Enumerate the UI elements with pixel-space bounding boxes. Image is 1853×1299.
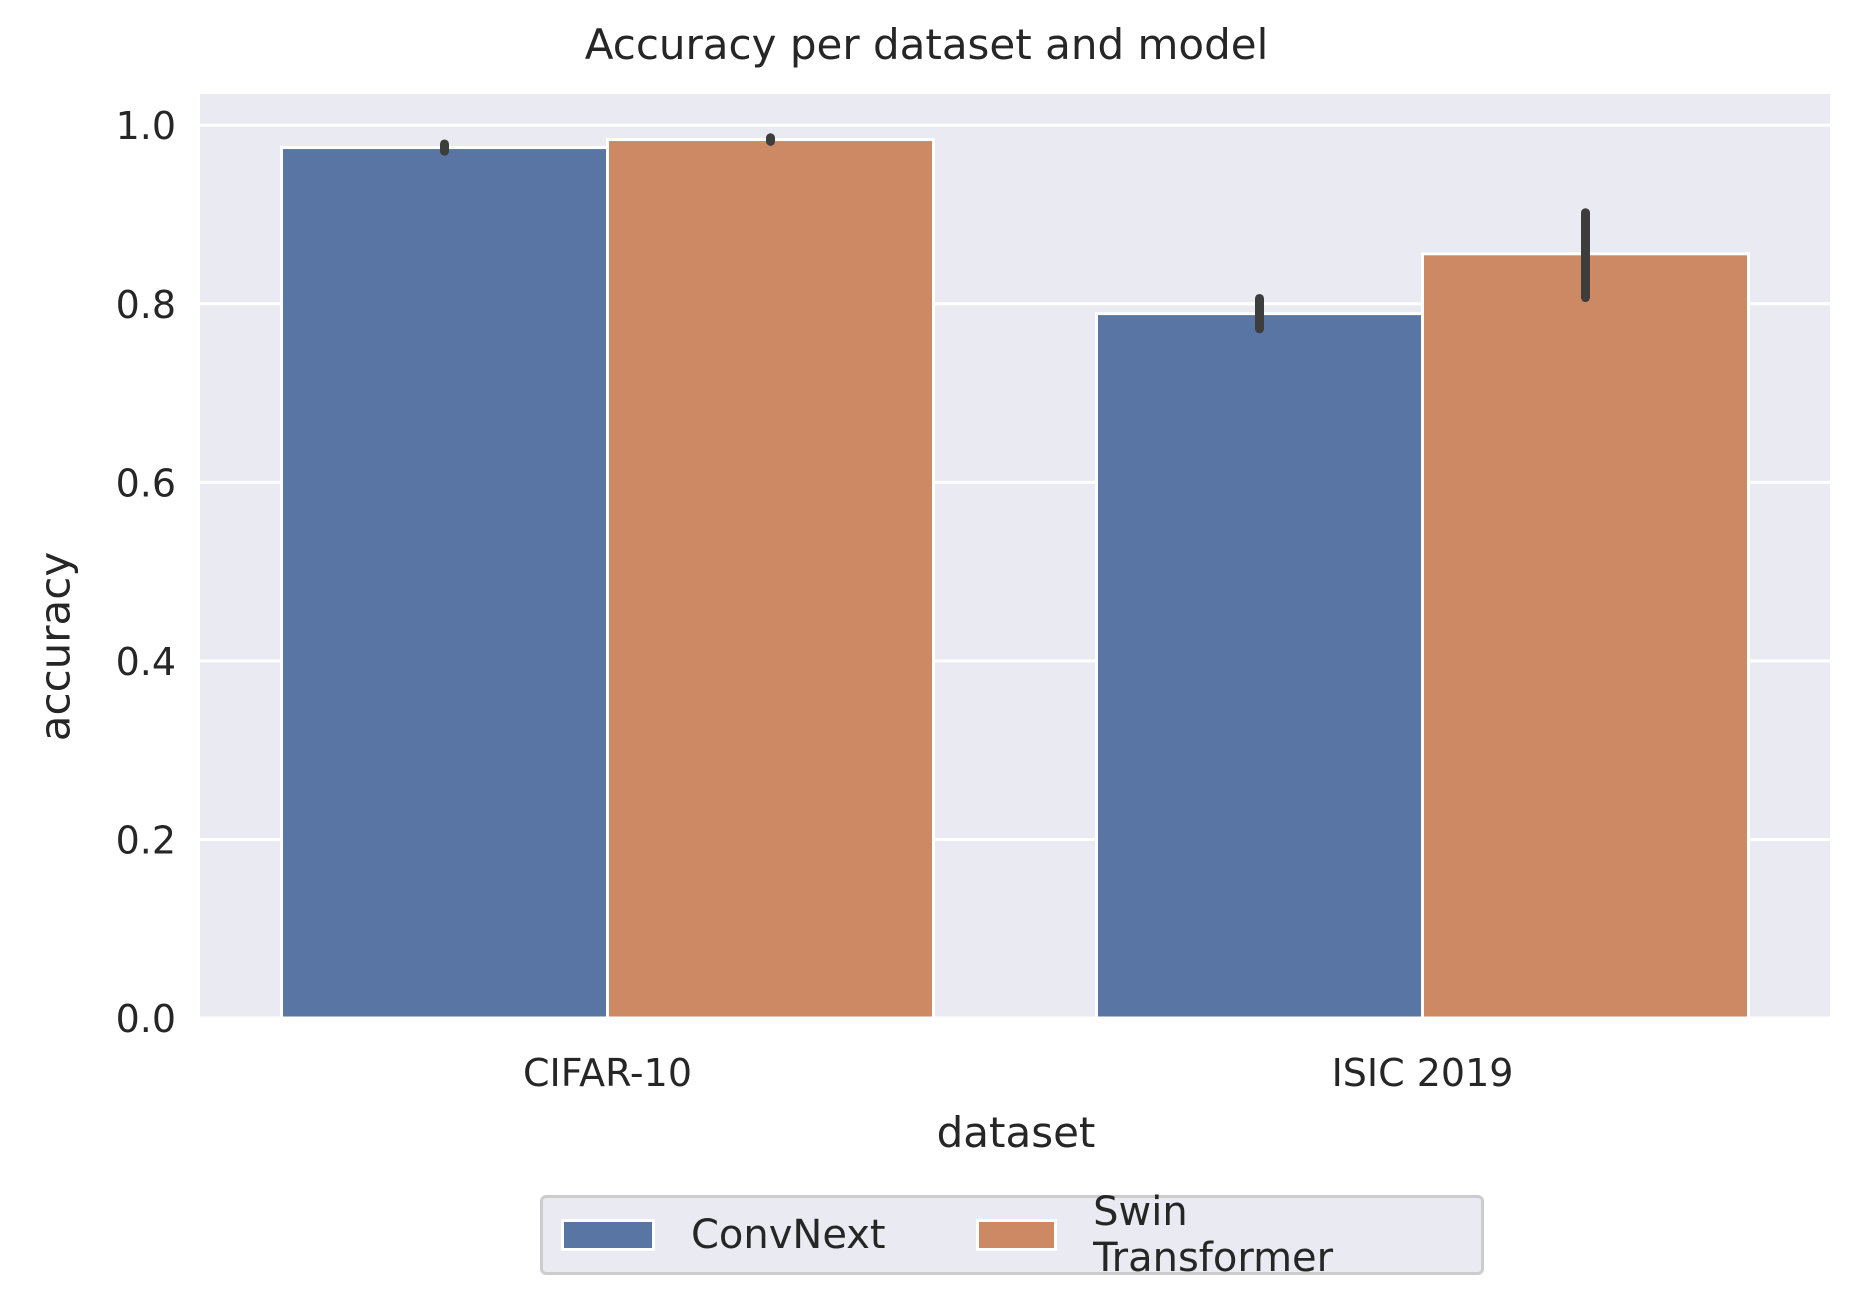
y-tick-label: 0.2 xyxy=(116,818,176,862)
x-tick-label: CIFAR-10 xyxy=(523,1051,692,1095)
legend-label-swin-transformer: Swin Transformer xyxy=(1093,1189,1334,1281)
chart-title: Accuracy per dataset and model xyxy=(584,20,1269,69)
legend-swatch-swin-transformer xyxy=(975,1219,1058,1251)
y-tick-label: 0.6 xyxy=(116,461,176,505)
legend-item-swin-transformer: Swin Transformer xyxy=(975,1189,1391,1281)
legend-swatch-convnext xyxy=(561,1219,655,1251)
bar xyxy=(606,138,935,1020)
y-tick-labels: 0.0 0.2 0.4 0.6 0.8 1.0 xyxy=(116,104,176,1041)
error-bars xyxy=(440,133,1590,334)
y-tick-label: 0.8 xyxy=(116,283,176,327)
x-axis-title: dataset xyxy=(936,1108,1096,1157)
legend-label-convnext: ConvNext xyxy=(691,1212,886,1258)
x-tick-label: ISIC 2019 xyxy=(1332,1051,1514,1095)
legend: ConvNext Swin Transformer xyxy=(540,1189,1484,1281)
y-tick-label: 1.0 xyxy=(116,104,176,148)
legend-item-convnext: ConvNext xyxy=(561,1212,886,1258)
y-axis-title: accuracy xyxy=(30,551,80,742)
bars xyxy=(280,138,1750,1020)
y-tick-label: 0.4 xyxy=(116,640,176,684)
bar xyxy=(1095,312,1424,1020)
x-tick-labels: CIFAR-10 ISIC 2019 xyxy=(523,1051,1513,1095)
y-tick-label: 0.0 xyxy=(116,997,176,1041)
bar xyxy=(280,146,609,1020)
bar xyxy=(1421,252,1750,1020)
